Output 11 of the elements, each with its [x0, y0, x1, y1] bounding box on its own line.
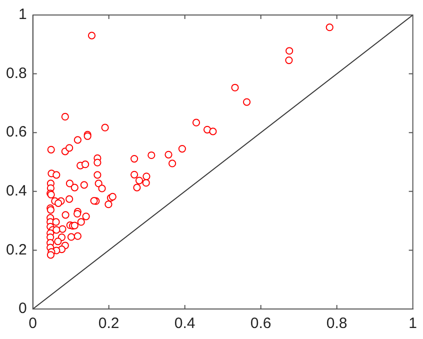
x-tick-label: 0.6	[250, 315, 272, 332]
y-tick-label: 0.8	[6, 64, 27, 82]
x-tick-label: 0.8	[326, 315, 348, 332]
y-tick-label: 0.2	[6, 241, 27, 258]
y-tick-label: 1	[18, 6, 27, 24]
y-tick-label: 0.4	[6, 182, 27, 200]
y-tick-label: 0.6	[6, 124, 27, 141]
x-tick-label: 1	[408, 315, 417, 332]
y-tick-label: 0	[18, 300, 27, 318]
x-tick-label: 0.2	[98, 315, 120, 332]
x-tick-label: 0.4	[174, 315, 196, 332]
